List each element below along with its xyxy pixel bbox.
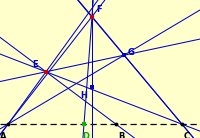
- Text: D: D: [82, 132, 89, 138]
- Text: E: E: [32, 60, 38, 69]
- Text: H: H: [80, 91, 87, 100]
- Text: B: B: [118, 132, 124, 138]
- Text: G: G: [128, 48, 135, 57]
- Text: F: F: [96, 5, 102, 14]
- Text: C: C: [184, 132, 190, 138]
- Text: A: A: [0, 132, 6, 138]
